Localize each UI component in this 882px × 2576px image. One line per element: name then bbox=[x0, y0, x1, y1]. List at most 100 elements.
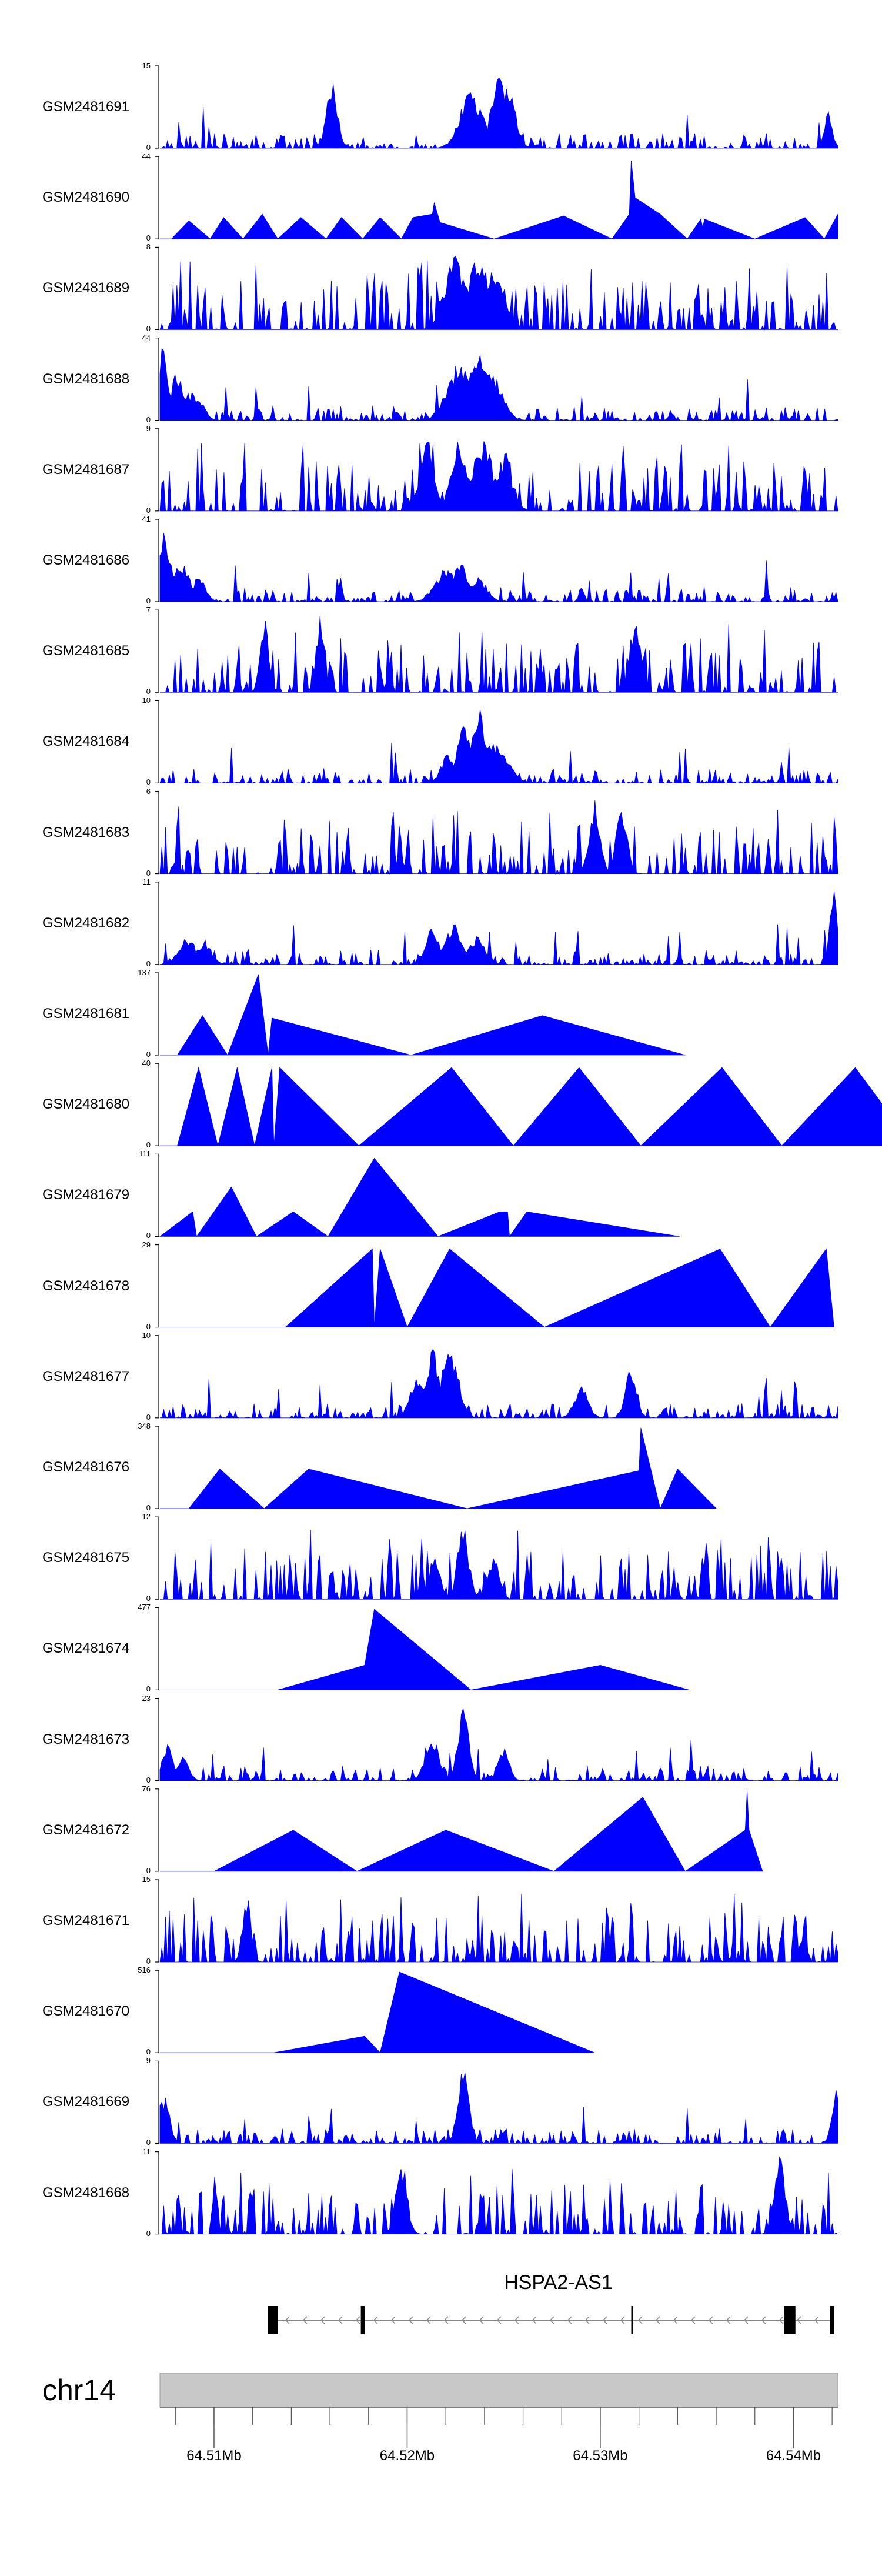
y-axis-max-label: 10 bbox=[142, 696, 151, 705]
track-label: GSM2481676 bbox=[42, 1459, 130, 1475]
y-axis-max-label: 6 bbox=[146, 786, 151, 796]
strand-arrow bbox=[338, 2316, 343, 2324]
track-label: GSM2481673 bbox=[42, 1731, 130, 1747]
y-axis-min-label: 0 bbox=[146, 1594, 151, 1603]
coverage-area bbox=[160, 1790, 763, 1872]
track-label: GSM2481675 bbox=[42, 1550, 130, 1566]
track-label: GSM2481677 bbox=[42, 1368, 130, 1384]
coverage-area bbox=[159, 891, 838, 966]
track-GSM2481689 bbox=[155, 246, 838, 331]
y-axis-max-label: 7 bbox=[146, 605, 151, 615]
coverage-area bbox=[159, 800, 838, 875]
coverage-area bbox=[159, 348, 838, 422]
y-axis-max-label: 9 bbox=[146, 423, 151, 433]
track-GSM2481670 bbox=[155, 1970, 595, 2054]
strand-arrow bbox=[779, 2316, 784, 2324]
track-label: GSM2481670 bbox=[42, 2003, 130, 2020]
track-label: GSM2481678 bbox=[42, 1277, 130, 1294]
strand-arrow bbox=[796, 2316, 801, 2324]
y-axis-min-label: 0 bbox=[146, 687, 151, 696]
coverage-area bbox=[160, 2156, 838, 2235]
y-axis-min-label: 0 bbox=[146, 1050, 151, 1059]
y-axis-min-label: 0 bbox=[146, 1866, 151, 1875]
track-label: GSM2481691 bbox=[42, 99, 130, 115]
strand-arrow bbox=[320, 2316, 325, 2324]
y-axis-min-label: 0 bbox=[146, 1684, 151, 1694]
coverage-area bbox=[160, 1529, 838, 1600]
track-GSM2481686 bbox=[155, 519, 838, 603]
track-GSM2481682 bbox=[155, 882, 838, 966]
y-axis-min-label: 0 bbox=[146, 778, 151, 787]
coverage-area bbox=[160, 974, 686, 1056]
coverage-area bbox=[159, 441, 838, 512]
track-GSM2481690 bbox=[155, 156, 838, 239]
genome-axis bbox=[159, 2373, 838, 2448]
y-axis-max-label: 111 bbox=[139, 1149, 151, 1159]
y-axis-min-label: 0 bbox=[146, 1231, 151, 1240]
strand-arrow bbox=[355, 2316, 360, 2324]
track-GSM2481681 bbox=[155, 972, 686, 1056]
y-axis-max-label: 12 bbox=[142, 1512, 151, 1521]
y-axis-max-label: 41 bbox=[142, 515, 151, 523]
coverage-area bbox=[159, 255, 838, 331]
y-axis-min-label: 0 bbox=[146, 1412, 151, 1422]
track-GSM2481678 bbox=[155, 1244, 834, 1328]
strand-arrow bbox=[726, 2316, 731, 2324]
y-axis-min-label: 0 bbox=[146, 1503, 151, 1512]
strand-arrow bbox=[814, 2316, 819, 2324]
y-axis-min-label: 0 bbox=[146, 1957, 151, 1966]
track-label: GSM2481682 bbox=[42, 915, 130, 931]
track-GSM2481669 bbox=[155, 2060, 838, 2144]
track-label: GSM2481684 bbox=[42, 733, 130, 750]
track-GSM2481680 bbox=[155, 1063, 882, 1146]
y-axis-min-label: 0 bbox=[146, 2047, 151, 2057]
track-GSM2481673 bbox=[155, 1698, 838, 1782]
y-axis-max-label: 516 bbox=[138, 1966, 151, 1975]
y-axis-min-label: 0 bbox=[146, 959, 151, 968]
track-label: GSM2481687 bbox=[42, 461, 130, 478]
gene-name-label: HSPA2-AS1 bbox=[504, 2271, 613, 2294]
y-axis-min-label: 0 bbox=[146, 868, 151, 877]
x-tick-label: 64.53Mb bbox=[573, 2448, 628, 2464]
x-tick-label: 64.52Mb bbox=[379, 2448, 435, 2464]
track-GSM2481677 bbox=[155, 1335, 838, 1419]
coverage-area bbox=[160, 1971, 595, 2054]
strand-arrow bbox=[532, 2316, 537, 2324]
track-label: GSM2481689 bbox=[42, 280, 130, 296]
coverage-tracks bbox=[155, 65, 882, 2235]
track-GSM2481679 bbox=[155, 1153, 680, 1237]
x-tick-label: 64.54Mb bbox=[766, 2448, 821, 2464]
track-GSM2481671 bbox=[155, 1879, 838, 1963]
coverage-area bbox=[160, 161, 838, 239]
y-axis-max-label: 29 bbox=[142, 1240, 151, 1249]
track-label: GSM2481686 bbox=[42, 552, 130, 568]
track-GSM2481674 bbox=[155, 1607, 690, 1690]
gene-exon bbox=[784, 2306, 796, 2334]
coverage-area bbox=[160, 1066, 882, 1146]
gene-model bbox=[268, 2306, 834, 2334]
track-GSM2481688 bbox=[155, 337, 838, 422]
y-axis-min-label: 0 bbox=[146, 1775, 151, 1784]
track-label: GSM2481671 bbox=[42, 1913, 130, 1928]
strand-arrow bbox=[426, 2316, 431, 2324]
y-axis-max-label: 44 bbox=[142, 152, 151, 161]
strand-arrow bbox=[620, 2316, 625, 2324]
strand-arrow bbox=[285, 2316, 290, 2324]
track-label: GSM2481672 bbox=[42, 1821, 130, 1838]
strand-arrow bbox=[655, 2316, 660, 2324]
strand-arrow bbox=[584, 2316, 590, 2324]
y-axis-max-label: 23 bbox=[142, 1693, 151, 1703]
track-GSM2481672 bbox=[155, 1788, 763, 1872]
track-GSM2481691 bbox=[155, 65, 838, 149]
strand-arrow bbox=[743, 2316, 749, 2324]
track-label: GSM2481680 bbox=[42, 1096, 130, 1113]
track-label: GSM2481688 bbox=[42, 371, 130, 387]
y-axis-min-label: 0 bbox=[146, 415, 151, 424]
strand-arrow bbox=[673, 2316, 678, 2324]
coverage-area bbox=[159, 1349, 838, 1419]
track-label: GSM2481683 bbox=[42, 824, 130, 840]
coverage-area bbox=[159, 1894, 838, 1963]
y-axis-max-label: 11 bbox=[142, 2147, 151, 2156]
